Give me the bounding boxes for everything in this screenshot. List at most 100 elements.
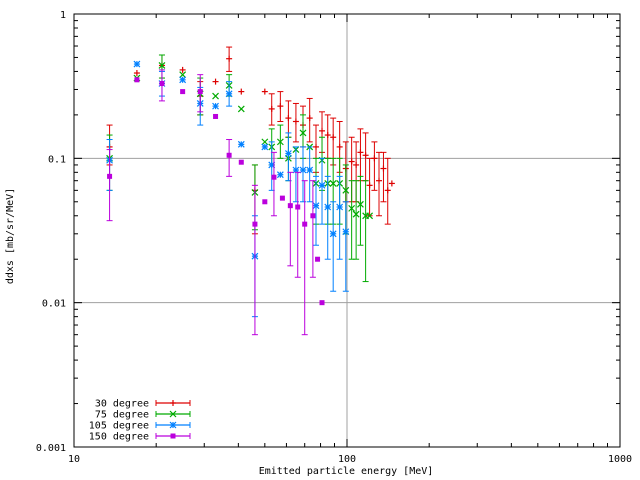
error-bar [287, 171, 294, 267]
data-point [133, 70, 140, 77]
data-point [158, 62, 166, 69]
data-point [276, 138, 284, 146]
error-bar [336, 175, 343, 260]
data-point [342, 228, 350, 236]
error-bar [324, 175, 331, 260]
error-bar [270, 151, 277, 217]
legend-label: 105 degree [89, 421, 149, 432]
data-point [268, 105, 275, 112]
x-tick-label: 1000 [608, 454, 632, 465]
data-point [279, 195, 285, 201]
error-bar [251, 184, 258, 336]
data-point [252, 221, 258, 227]
error-bar [226, 139, 233, 177]
error-bar [106, 149, 113, 222]
data-point [319, 300, 325, 306]
data-point [292, 118, 299, 125]
data-point [313, 143, 320, 150]
data-point [180, 89, 186, 95]
data-point [159, 80, 165, 86]
data-point [384, 187, 391, 194]
data-point [348, 158, 355, 165]
data-point [179, 66, 186, 73]
error-bar [380, 151, 387, 203]
x-ticks: 10 100 1000 [68, 14, 632, 465]
data-point [357, 200, 364, 208]
error-bar [319, 157, 326, 225]
error-bar [330, 201, 337, 292]
data-point [134, 77, 140, 83]
data-point [348, 204, 356, 212]
data-point [237, 105, 245, 113]
legend-label: 75 degree [95, 410, 149, 421]
data-point [380, 165, 387, 172]
data-point [107, 173, 113, 179]
y-tick-label: 1 [60, 10, 66, 21]
y-tick-label: 0.1 [48, 154, 66, 165]
x-tick-label: 100 [338, 454, 356, 465]
error-bar [301, 180, 308, 336]
error-bar [309, 180, 316, 278]
data-point [285, 115, 292, 122]
data-point [319, 127, 326, 134]
data-point [315, 256, 321, 262]
data-point [306, 166, 314, 174]
data-point [212, 92, 219, 100]
legend-marker [169, 421, 177, 429]
data-point [225, 90, 233, 98]
y-tick-label: 0.001 [36, 443, 66, 454]
data-point [371, 155, 378, 162]
data-point [357, 149, 364, 156]
data-point [226, 55, 233, 62]
data-point [299, 166, 307, 174]
legend-marker [169, 410, 177, 418]
data-point [366, 182, 373, 189]
data-point [376, 177, 383, 184]
data-point [336, 143, 343, 150]
data-point [277, 103, 284, 110]
data-point [262, 199, 268, 205]
series-3 [106, 60, 350, 318]
data-point [310, 213, 316, 219]
data-point [284, 150, 292, 157]
error-bar [313, 175, 320, 246]
data-point [366, 212, 374, 220]
error-bar [306, 146, 313, 203]
y-ticks: 0.001 0.01 0.1 1 [36, 10, 620, 454]
data-point [238, 159, 244, 165]
legend-item: 150 degree [89, 432, 191, 443]
data-point [353, 161, 360, 168]
data-point [302, 221, 308, 227]
data-point [324, 132, 331, 139]
error-bar [342, 201, 349, 292]
error-bar [357, 175, 364, 246]
legend-item: 30 degree [95, 399, 191, 410]
data-point [324, 203, 332, 211]
data-point [179, 76, 187, 84]
error-bar [294, 171, 301, 278]
data-point [212, 102, 219, 110]
data-point [318, 181, 326, 189]
data-point [362, 152, 369, 159]
data-point [237, 140, 245, 148]
series-4 [106, 69, 325, 336]
data-point [179, 71, 187, 79]
legend-item: 105 degree [89, 421, 191, 432]
legend-label: 30 degree [95, 399, 149, 410]
data-point [271, 174, 277, 180]
x-tick-label: 10 [68, 454, 80, 465]
y-tick-label: 0.01 [42, 299, 66, 310]
data-point [261, 143, 269, 151]
error-bar [371, 141, 378, 191]
x-axis-label: Emitted particle energy [MeV] [259, 466, 434, 477]
data-point [287, 203, 293, 209]
data-point [213, 113, 219, 119]
error-bar [353, 180, 360, 260]
data-point [238, 88, 245, 95]
data-point [226, 152, 232, 158]
data-point [295, 204, 301, 210]
data-point [261, 138, 269, 146]
data-point [342, 186, 350, 194]
